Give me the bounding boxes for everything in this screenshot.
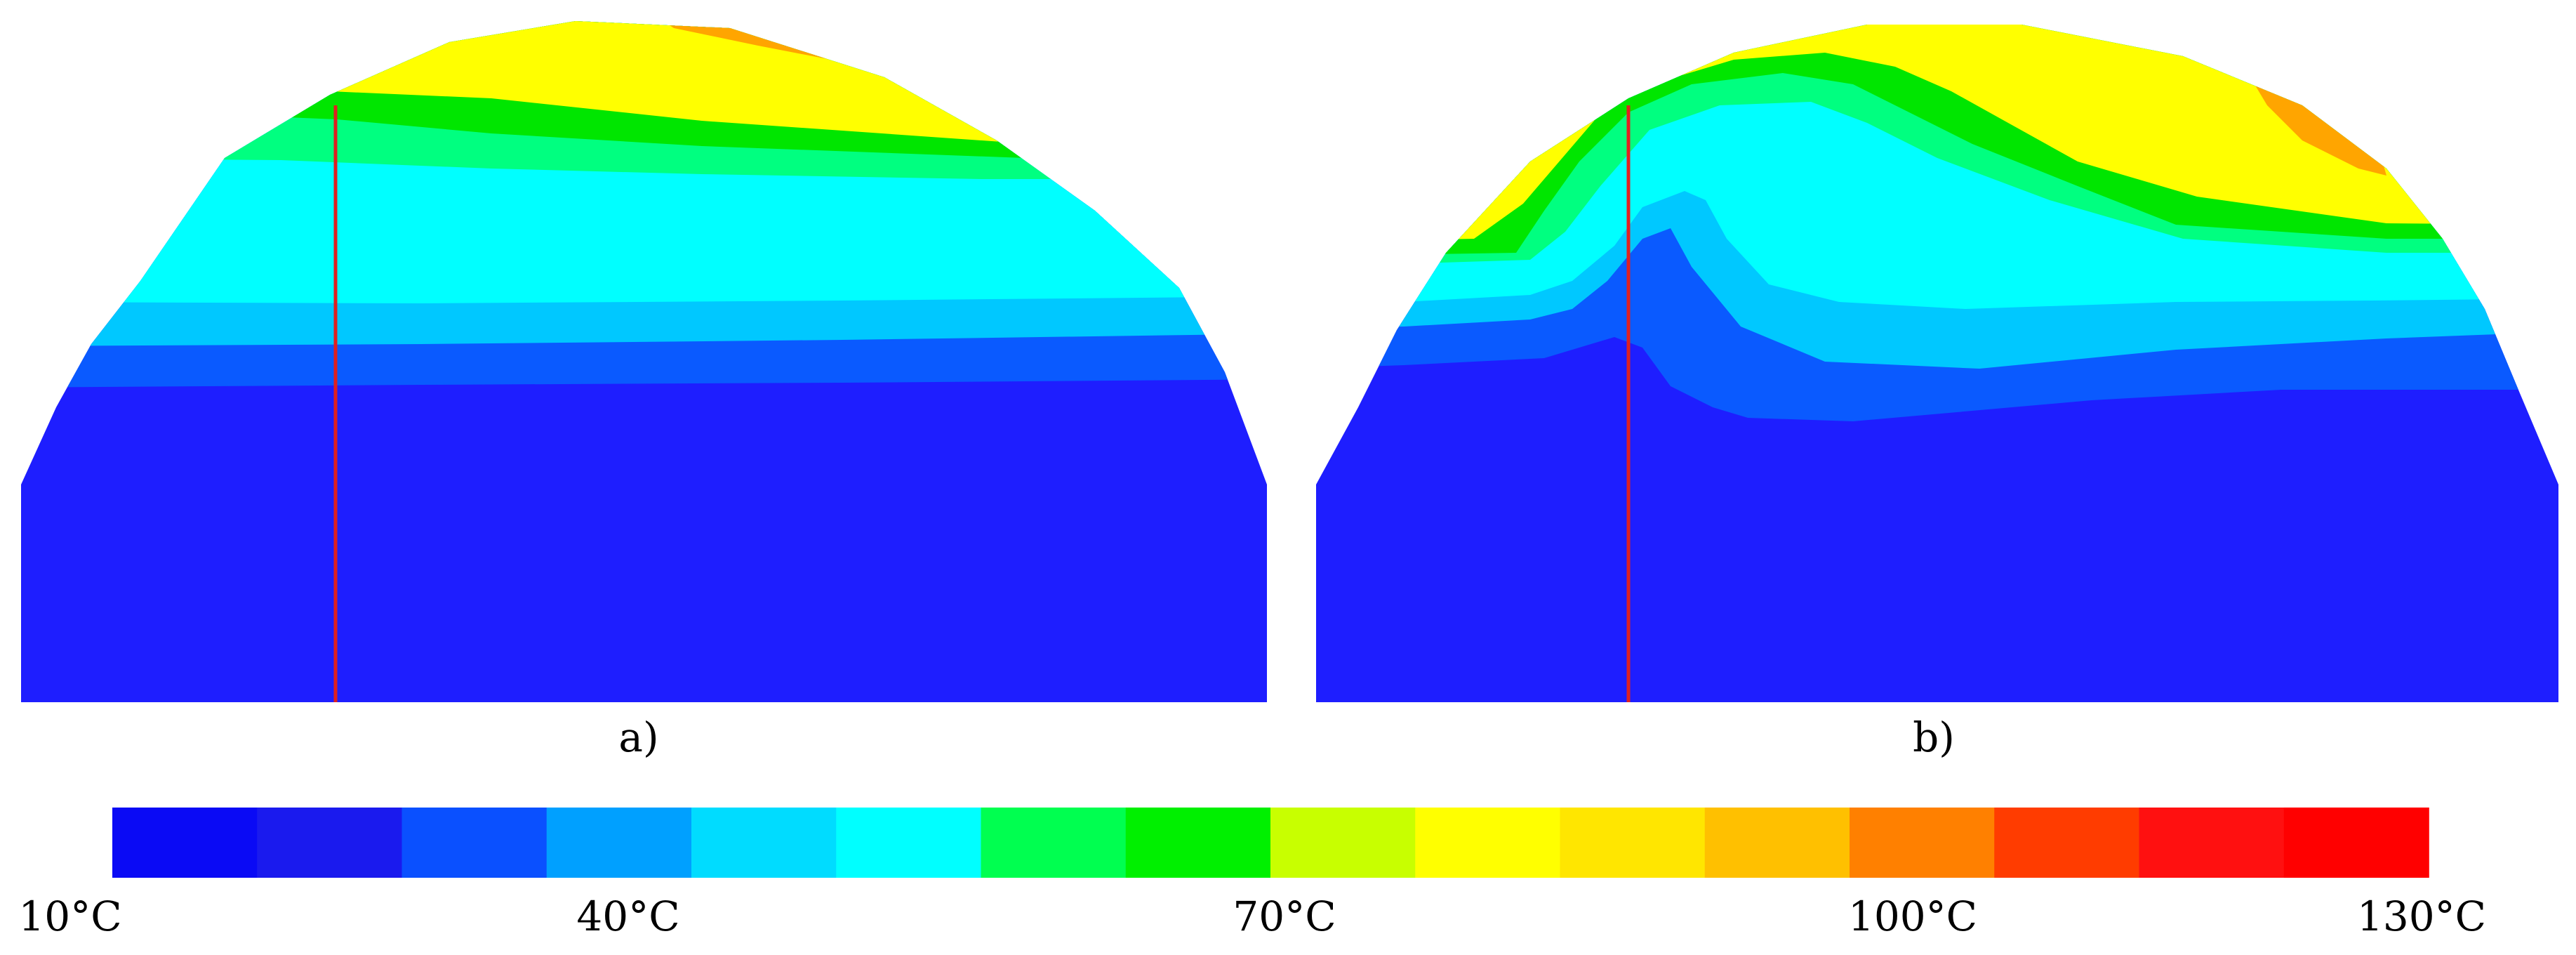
colorbar-segment bbox=[1704, 808, 1850, 878]
colorbar-segment bbox=[691, 808, 837, 878]
colorbar-segment bbox=[401, 808, 547, 878]
colorbar-label-130: 130°C bbox=[2357, 893, 2486, 940]
colorbar-segment bbox=[1850, 808, 1996, 878]
colorbar-segment bbox=[1270, 808, 1416, 878]
colorbar-segment bbox=[1125, 808, 1271, 878]
colorbar-segment bbox=[1560, 808, 1706, 878]
colorbar-segment bbox=[2139, 808, 2285, 878]
panel-label-a: a) bbox=[618, 713, 658, 761]
colorbar-segment bbox=[836, 808, 982, 878]
colorbar-label-100: 100°C bbox=[1848, 893, 1977, 940]
colorbar bbox=[112, 808, 2429, 878]
colorbar-label-10: 10°C bbox=[18, 893, 121, 940]
panel-b bbox=[1316, 25, 2558, 702]
colorbar-segment bbox=[2283, 808, 2429, 878]
colorbar-label-40: 40°C bbox=[576, 893, 679, 940]
hot-spot-120 bbox=[744, 21, 891, 34]
colorbar-segment bbox=[981, 808, 1127, 878]
colorbar-segment bbox=[546, 808, 692, 878]
colorbar-segment bbox=[112, 808, 258, 878]
colorbar-segment bbox=[257, 808, 403, 878]
colorbar-label-70: 70°C bbox=[1233, 893, 1336, 940]
panel-label-b: b) bbox=[1913, 713, 1955, 761]
colorbar-segment bbox=[1415, 808, 1561, 878]
colorbar-segment bbox=[1994, 808, 2140, 878]
panel-a bbox=[21, 21, 1267, 702]
